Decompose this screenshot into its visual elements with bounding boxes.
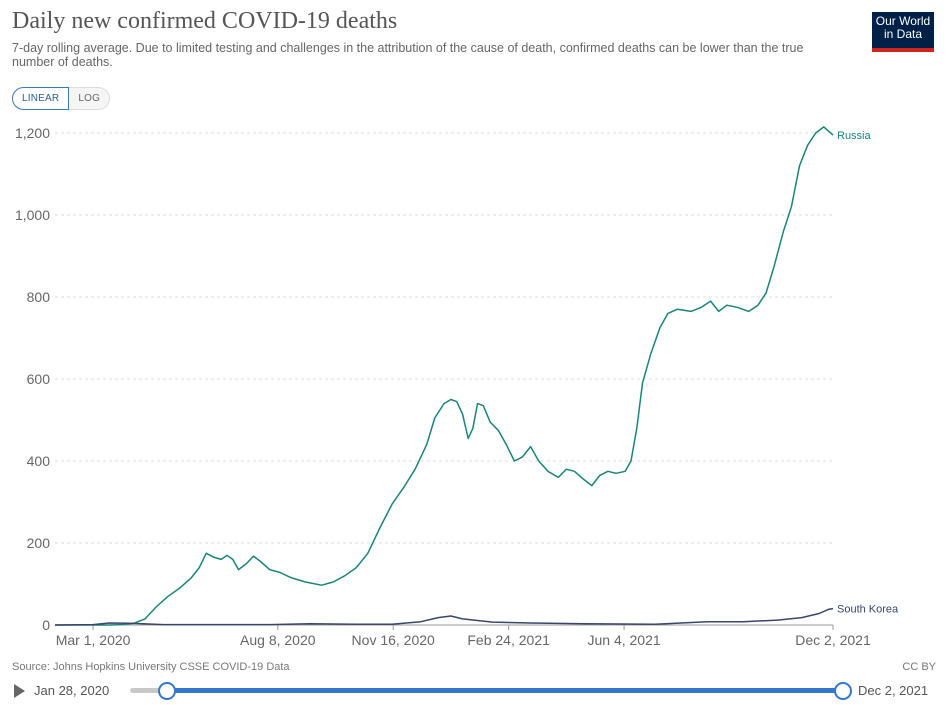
license-label[interactable]: CC BY: [902, 661, 936, 673]
y-tick-label: 0: [42, 617, 50, 633]
chart-title: Daily new confirmed COVID-19 deaths: [12, 8, 398, 34]
timeline-track-inactive: [130, 688, 170, 693]
y-tick-label: 1,200: [15, 125, 50, 141]
y-tick-label: 800: [27, 289, 51, 305]
logo-line-1: Our World: [875, 14, 931, 28]
linear-scale-button[interactable]: LINEAR: [12, 87, 70, 110]
series-label-russia: Russia: [837, 130, 872, 142]
y-tick-label: 400: [27, 453, 51, 469]
series-label-south-korea: South Korea: [837, 604, 899, 616]
line-chart: 0 200 400 600 800 1,000 1,200 Mar 1, 2020 Aug 8,…: [15, 125, 899, 648]
series-line-russia: [55, 126, 834, 626]
timeline-track[interactable]: [166, 688, 842, 693]
y-tick-label: 1,000: [15, 207, 50, 223]
y-tick-label: 600: [27, 371, 51, 387]
log-scale-button[interactable]: LOG: [69, 87, 111, 110]
y-tick-label: 200: [27, 535, 51, 551]
series-line-south-korea: [54, 607, 834, 626]
timeline-end-handle[interactable]: [834, 682, 852, 700]
timeline-start-handle[interactable]: [158, 682, 176, 700]
chart-subtitle: 7-day rolling average. Due to limited te…: [12, 41, 804, 69]
logo-line-2: in Data: [883, 27, 923, 41]
owid-logo[interactable]: Our World in Data: [872, 12, 934, 52]
x-tick-label: Jun 4, 2021: [587, 632, 660, 648]
x-tick-label: Dec 2, 2021: [795, 632, 871, 648]
x-tick-label: Aug 8, 2020: [240, 632, 316, 648]
play-icon[interactable]: [14, 684, 25, 698]
scale-toggle: LINEAR LOG: [12, 87, 111, 110]
timeline-end-label: Dec 2, 2021: [858, 683, 929, 698]
x-tick-label: Mar 1, 2020: [56, 632, 131, 648]
source-note[interactable]: Source: Johns Hopkins University CSSE CO…: [12, 661, 290, 673]
x-tick-label: Nov 16, 2020: [352, 632, 435, 648]
x-tick-label: Feb 24, 2021: [467, 632, 550, 648]
timeline-start-label: Jan 28, 2020: [34, 683, 110, 698]
